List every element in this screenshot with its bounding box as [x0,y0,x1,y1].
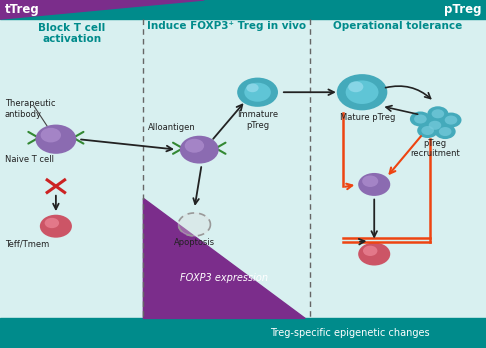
Circle shape [434,124,456,139]
Circle shape [185,139,204,153]
Text: Naive T cell: Naive T cell [5,155,54,164]
Circle shape [358,173,390,196]
Circle shape [363,246,378,256]
Text: pTreg
recruitment: pTreg recruitment [410,139,460,158]
Circle shape [362,175,378,187]
Circle shape [414,114,427,124]
Polygon shape [143,198,305,318]
Circle shape [410,111,431,127]
Text: Immature
pTreg: Immature pTreg [237,110,278,130]
Text: Therapeutic
antibody: Therapeutic antibody [5,99,55,119]
Circle shape [45,218,59,228]
Circle shape [427,106,449,121]
Circle shape [346,80,379,104]
Text: Operational tolerance: Operational tolerance [333,21,463,31]
Circle shape [445,116,457,125]
Circle shape [40,215,72,238]
Circle shape [421,126,434,135]
Circle shape [180,136,219,164]
Text: Treg-specific epigenetic changes: Treg-specific epigenetic changes [270,328,430,338]
Circle shape [35,125,76,154]
Circle shape [41,128,61,142]
Circle shape [246,84,259,92]
Text: Apoptosis: Apoptosis [174,238,215,247]
Bar [0,0,486,19]
Text: Block T cell
activation: Block T cell activation [38,23,105,44]
Circle shape [337,74,387,110]
Circle shape [429,121,441,130]
Circle shape [348,81,364,92]
Circle shape [237,78,278,107]
Text: Mature pTreg: Mature pTreg [340,113,396,122]
Text: Teff/Tmem: Teff/Tmem [5,239,49,248]
Text: pTreg: pTreg [444,3,481,16]
Text: Induce FOXP3⁺ Treg in vivo: Induce FOXP3⁺ Treg in vivo [147,21,306,31]
Circle shape [432,109,444,118]
Circle shape [417,123,438,138]
Circle shape [440,112,462,128]
Circle shape [439,127,451,136]
Circle shape [424,118,446,133]
Polygon shape [178,213,210,236]
Text: Alloantigen: Alloantigen [148,123,196,132]
Text: tTreg: tTreg [5,3,40,16]
Bar [0,318,486,348]
Circle shape [244,83,271,102]
Polygon shape [0,0,204,19]
Text: FOXP3 expression: FOXP3 expression [179,274,268,283]
Circle shape [358,243,390,266]
